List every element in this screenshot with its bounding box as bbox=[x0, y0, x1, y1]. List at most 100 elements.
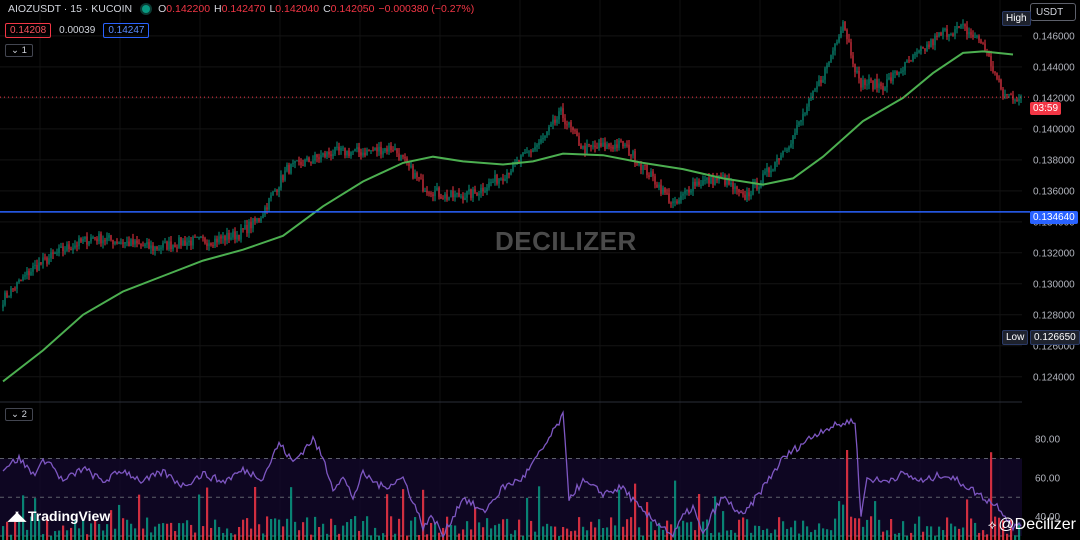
candle-body bbox=[340, 148, 342, 151]
volume-bar bbox=[30, 516, 33, 540]
candle-body bbox=[66, 244, 68, 251]
volume-bar bbox=[274, 518, 277, 540]
volume-bar bbox=[218, 527, 221, 540]
volume-bar bbox=[942, 530, 945, 540]
candle-body bbox=[14, 288, 16, 290]
volume-bar bbox=[394, 533, 397, 540]
rsi-tick-label: 60.00 bbox=[1035, 473, 1060, 484]
candle-body bbox=[176, 247, 178, 249]
volume-bar bbox=[790, 527, 793, 540]
candle-body bbox=[294, 160, 296, 163]
candle-body bbox=[42, 257, 44, 264]
candle-body bbox=[488, 182, 490, 188]
volume-bar bbox=[1018, 522, 1021, 540]
candle-body bbox=[496, 174, 498, 184]
candle-body bbox=[680, 195, 682, 201]
volume-bar bbox=[410, 520, 413, 540]
candle-body bbox=[214, 238, 216, 246]
candle-body bbox=[666, 192, 668, 194]
candle-body bbox=[1018, 99, 1020, 102]
currency-dropdown[interactable]: USDT bbox=[1030, 3, 1076, 21]
candle-body bbox=[598, 143, 600, 148]
candle-body bbox=[98, 233, 100, 242]
volume-bar bbox=[994, 516, 997, 540]
volume-bar bbox=[658, 522, 661, 540]
candle-body bbox=[870, 79, 872, 81]
volume-bar bbox=[726, 530, 729, 540]
volume-bar bbox=[286, 518, 289, 540]
price-tick-label: 0.130000 bbox=[1033, 279, 1075, 290]
volume-bar bbox=[162, 523, 165, 540]
candle-body bbox=[282, 175, 284, 181]
candle-body bbox=[702, 180, 704, 185]
volume-bar bbox=[474, 506, 477, 540]
candle-body bbox=[328, 151, 330, 155]
candle-body bbox=[52, 252, 54, 254]
volume-bar bbox=[18, 521, 21, 540]
candle-body bbox=[624, 144, 626, 147]
candle-body bbox=[648, 175, 650, 178]
volume-bar bbox=[122, 518, 125, 540]
volume-bar bbox=[266, 516, 269, 540]
candle-body bbox=[410, 165, 412, 167]
volume-bar bbox=[378, 535, 381, 540]
volume-bar bbox=[898, 532, 901, 540]
horizontal-line-price-label[interactable]: 0.134640 bbox=[1030, 211, 1078, 224]
volume-bar bbox=[822, 528, 825, 540]
candle-body bbox=[898, 71, 900, 76]
candle-body bbox=[916, 52, 918, 54]
candle-body bbox=[266, 207, 268, 210]
volume-bar bbox=[22, 495, 25, 540]
candle-body bbox=[154, 246, 156, 251]
candle-body bbox=[558, 111, 560, 120]
candle-body bbox=[464, 197, 466, 200]
candle-body bbox=[684, 190, 686, 194]
candle-body bbox=[652, 171, 654, 177]
candle-body bbox=[770, 170, 772, 173]
candle-body bbox=[854, 63, 856, 73]
candle-body bbox=[588, 144, 590, 146]
candle-body bbox=[382, 151, 384, 155]
volume-bar bbox=[174, 531, 177, 540]
candle-body bbox=[70, 249, 72, 251]
volume-bar bbox=[158, 523, 161, 540]
candle-body bbox=[256, 218, 258, 222]
volume-bar bbox=[186, 520, 189, 540]
rsi-pane-collapse-button[interactable]: ⌄ 2 bbox=[5, 408, 33, 421]
candle-body bbox=[126, 241, 128, 243]
volume-bar bbox=[754, 525, 757, 540]
volume-bar bbox=[422, 489, 425, 540]
candle-body bbox=[522, 152, 524, 156]
volume-bar bbox=[342, 525, 345, 540]
volume-bar bbox=[890, 518, 893, 540]
candle-body bbox=[618, 140, 620, 148]
rsi-pane-number: 2 bbox=[21, 409, 27, 420]
bid-button[interactable]: 0.14208 bbox=[5, 23, 52, 38]
candle-body bbox=[838, 36, 840, 42]
candle-body bbox=[756, 181, 758, 190]
volume-bar bbox=[322, 523, 325, 540]
volume-bar bbox=[966, 499, 969, 540]
candle-body bbox=[94, 237, 96, 239]
volume-bar bbox=[570, 531, 573, 540]
candle-body bbox=[400, 154, 402, 160]
candle-body bbox=[852, 55, 854, 64]
volume-bar bbox=[602, 527, 605, 540]
candle-body bbox=[582, 145, 584, 149]
tradingview-text: TradingView bbox=[28, 508, 111, 524]
candle-body bbox=[152, 245, 154, 251]
candle-body bbox=[80, 238, 82, 242]
candle-body bbox=[208, 243, 210, 247]
candle-body bbox=[470, 189, 472, 198]
ask-button[interactable]: 0.14247 bbox=[103, 23, 150, 38]
candle-body bbox=[148, 242, 150, 249]
candle-body bbox=[1012, 95, 1014, 100]
volume-bar bbox=[350, 518, 353, 540]
symbol-title[interactable]: AIOZUSDT · 15 · KUCOIN bbox=[8, 3, 133, 15]
candle-body bbox=[576, 131, 578, 137]
volume-bar bbox=[794, 520, 797, 540]
candle-body bbox=[276, 190, 278, 192]
candle-body bbox=[922, 47, 924, 49]
main-pane-collapse-button[interactable]: ⌄ 1 bbox=[5, 44, 33, 57]
